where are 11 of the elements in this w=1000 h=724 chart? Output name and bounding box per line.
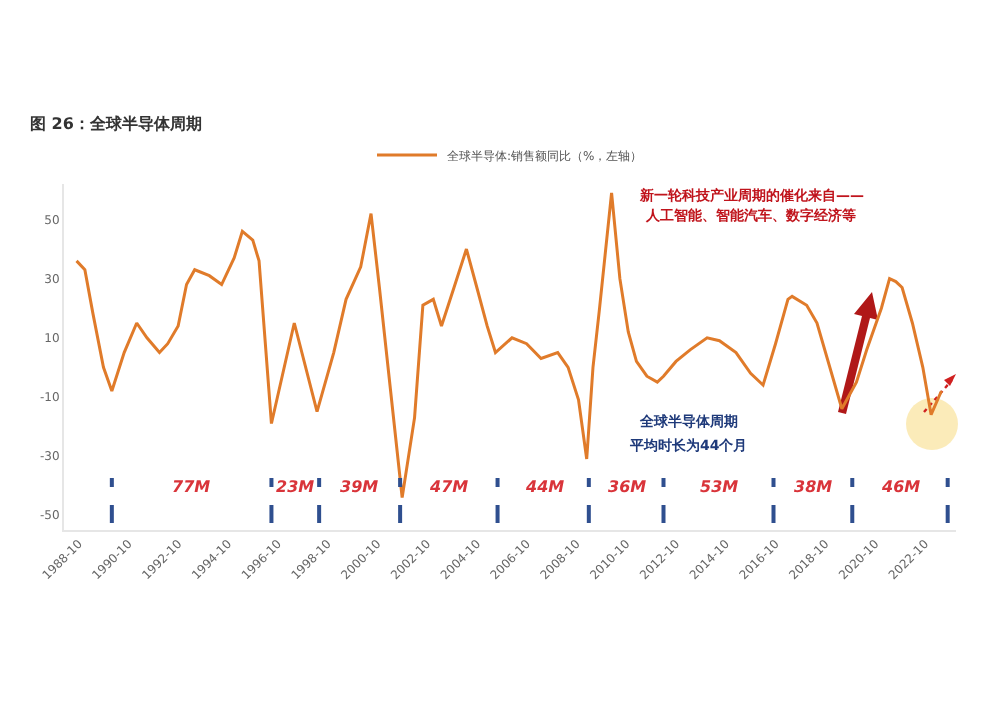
annotation: 47M bbox=[428, 478, 469, 496]
annotation: 46M bbox=[880, 478, 921, 496]
annotation: 36M bbox=[608, 478, 647, 496]
annotation: 39M bbox=[340, 478, 379, 496]
line-series bbox=[75, 191, 943, 499]
annotation: 38M bbox=[794, 478, 833, 496]
annotation: 44M bbox=[524, 478, 565, 496]
chart-title: 图 26：全球半导体周期 bbox=[30, 114, 202, 133]
annotation: 23M bbox=[276, 478, 315, 496]
annotation: 77M bbox=[172, 478, 211, 496]
annotation: 53M bbox=[700, 478, 739, 496]
